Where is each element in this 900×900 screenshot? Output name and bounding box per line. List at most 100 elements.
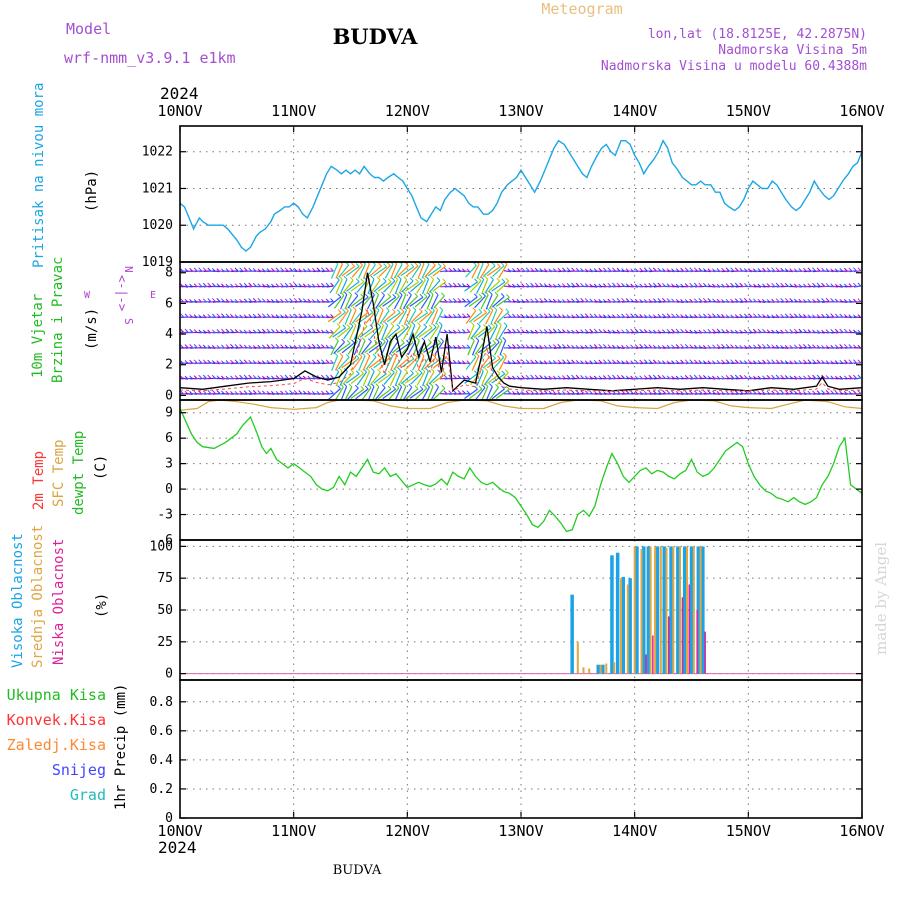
wind-arrow-head: [298, 298, 303, 302]
wind-arrow: [399, 294, 407, 310]
wind-arrow-head: [271, 359, 275, 364]
wind-arrow-head: [502, 337, 507, 341]
wind-arrow-head: [516, 344, 521, 348]
wind-arrow-head: [803, 343, 807, 348]
wind-arrow-head: [652, 282, 657, 287]
wind-arrow-head: [397, 367, 402, 372]
wind-arrow: [387, 295, 400, 308]
wind-arrow: [185, 392, 193, 395]
wind-arrow: [667, 377, 675, 380]
wind-arrow-head: [712, 344, 716, 349]
wind-arrow-head: [261, 313, 266, 318]
wind-arrow: [369, 265, 382, 277]
wind-arrow: [399, 386, 407, 400]
wind-arrow-head: [432, 354, 437, 358]
compass-bar: <-|->: [115, 275, 129, 311]
wind-arrow-head: [216, 390, 221, 394]
wind-arrow-head: [396, 324, 401, 328]
wind-arrow-head: [406, 306, 411, 311]
cloud-label-mid: Srednja Oblacnost: [30, 525, 46, 668]
wind-arrow-head: [202, 390, 207, 395]
wind-arrow: [421, 263, 430, 279]
wind-arrow-head: [457, 282, 462, 287]
cloud-bar: [686, 546, 688, 674]
wind-arrow: [676, 300, 684, 303]
y-tick-label-cloud: 25: [157, 635, 173, 650]
wind-arrow-head: [698, 374, 703, 379]
wind-arrow-head: [472, 353, 477, 358]
wind-arrow-head: [403, 368, 408, 373]
wind-arrow-head: [448, 282, 453, 287]
wind-arrow-head: [775, 390, 780, 394]
wind-arrow: [835, 392, 843, 395]
wind-arrow: [685, 377, 693, 380]
wind-arrow: [762, 316, 771, 319]
wind-arrow-head: [393, 352, 398, 357]
wind-arrow-head: [698, 313, 703, 318]
wind-arrow: [425, 310, 435, 325]
wind-arrow-head: [612, 374, 616, 379]
wind-arrow-head: [370, 367, 375, 372]
wind-arrow-head: [662, 390, 666, 394]
wind-arrow-head: [725, 267, 730, 272]
wind-unit: (m/s): [84, 308, 100, 350]
wind-arrow-head: [757, 328, 762, 333]
wind-arrow-head: [707, 313, 712, 318]
wind-arrow: [433, 295, 445, 309]
wind-arrow: [400, 372, 414, 385]
wind-arrow-head: [307, 313, 312, 318]
wind-arrow-head: [500, 293, 505, 297]
wind-arrow-head: [243, 282, 248, 287]
wind-arrow: [244, 346, 252, 349]
cloud-bar: [652, 635, 654, 674]
wind-arrow-head: [821, 282, 825, 287]
wind-arrow-head: [857, 282, 862, 287]
wind-arrow-head: [721, 343, 725, 348]
wind-arrow-head: [293, 297, 298, 302]
cloud-bar: [704, 631, 706, 674]
wind-arrow-head: [657, 298, 662, 302]
wind-arrow: [414, 387, 428, 400]
wind-arrow-head: [503, 352, 507, 357]
y-tick-label-precip: 0.4: [150, 753, 174, 768]
y-tick-label-temp: 9: [165, 406, 173, 421]
wind-arrow: [462, 316, 470, 319]
wind-arrow-head: [466, 268, 471, 273]
cloud-bar: [621, 576, 625, 674]
wind-arrow-head: [562, 267, 566, 272]
wind-arrow-head: [725, 375, 730, 379]
wind-arrow-head: [680, 343, 684, 348]
wind-arrow-head: [566, 359, 571, 364]
wind-arrow: [426, 294, 434, 310]
wind-arrow: [487, 280, 501, 293]
wind-arrow-head: [387, 278, 392, 283]
wind-arrow-head: [775, 374, 780, 379]
wind-arrow: [744, 270, 752, 273]
wind-arrow-head: [289, 298, 293, 302]
wind-arrow: [468, 311, 483, 323]
wind-arrow-head: [825, 282, 830, 287]
wind-arrow: [608, 285, 616, 288]
wind-arrow-head: [857, 314, 862, 318]
wind-arrow: [350, 388, 365, 399]
wind-arrow-head: [330, 344, 334, 349]
wind-arrow-head: [396, 292, 400, 297]
wind-arrow-head: [478, 308, 483, 313]
wind-arrow: [343, 325, 354, 340]
wind-arrow-head: [381, 338, 386, 343]
wind-arrow: [428, 280, 441, 293]
x-tick-label-top: 12NOV: [385, 102, 430, 120]
wind-arrow-head: [707, 328, 712, 333]
temperature-panel: [179, 399, 863, 533]
wind-arrow: [485, 386, 493, 400]
wind-arrow-head: [284, 359, 289, 364]
wind-arrow-head: [211, 313, 216, 318]
wind-arrow-head: [418, 369, 423, 374]
wind-arrow-head: [730, 374, 734, 379]
wind-arrow-head: [521, 267, 525, 272]
wind-arrow-head: [684, 344, 689, 348]
wind-arrow-head: [378, 355, 383, 359]
wind-arrow-head: [771, 374, 775, 379]
wind-arrow: [416, 279, 426, 294]
wind-arrow: [831, 285, 839, 288]
